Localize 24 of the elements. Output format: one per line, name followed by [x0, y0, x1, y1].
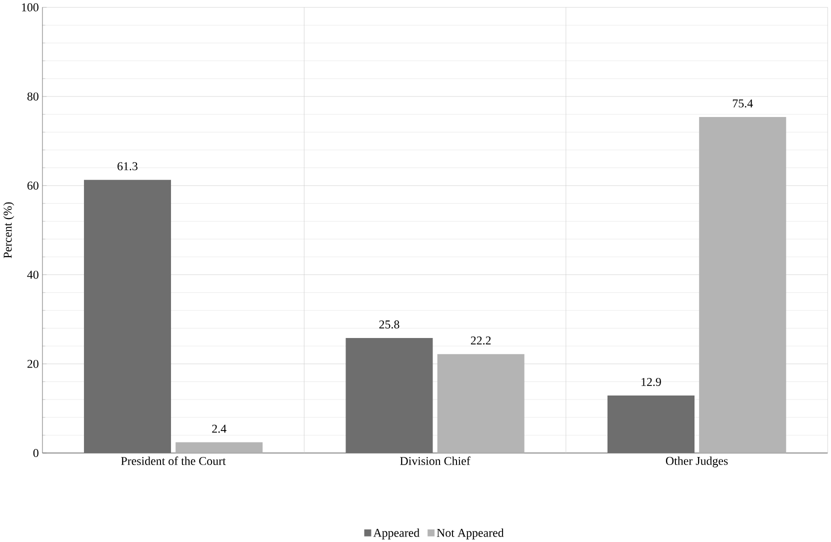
y-tick-label: 0 [33, 448, 38, 457]
data-label: 25.8 [379, 320, 400, 328]
y-axis-title: Percent (%) [3, 202, 14, 258]
data-label: 61.3 [118, 162, 138, 170]
y-tick-label: 40 [27, 270, 38, 279]
x-tick-label: Other Judges [666, 456, 728, 468]
data-label: 75.4 [732, 99, 753, 108]
y-tick-label: 80 [27, 92, 38, 100]
y-tick-label: 100 [22, 3, 38, 12]
data-label: 12.9 [642, 378, 661, 386]
bar [607, 395, 695, 453]
bar [437, 354, 524, 453]
legend-label: Appeared [373, 528, 420, 540]
x-tick-label: Division Chief [400, 456, 470, 465]
data-label: 22.2 [470, 336, 491, 344]
y-tick-label: 60 [27, 181, 38, 190]
y-tick-label: 20 [27, 360, 38, 368]
bar [84, 180, 171, 453]
bar [176, 442, 263, 453]
bar [346, 338, 433, 453]
bar [699, 116, 786, 453]
legend-label: Not Appeared [436, 528, 504, 540]
data-label: 2.4 [212, 424, 226, 433]
x-tick-label: President of the Court [121, 456, 226, 465]
